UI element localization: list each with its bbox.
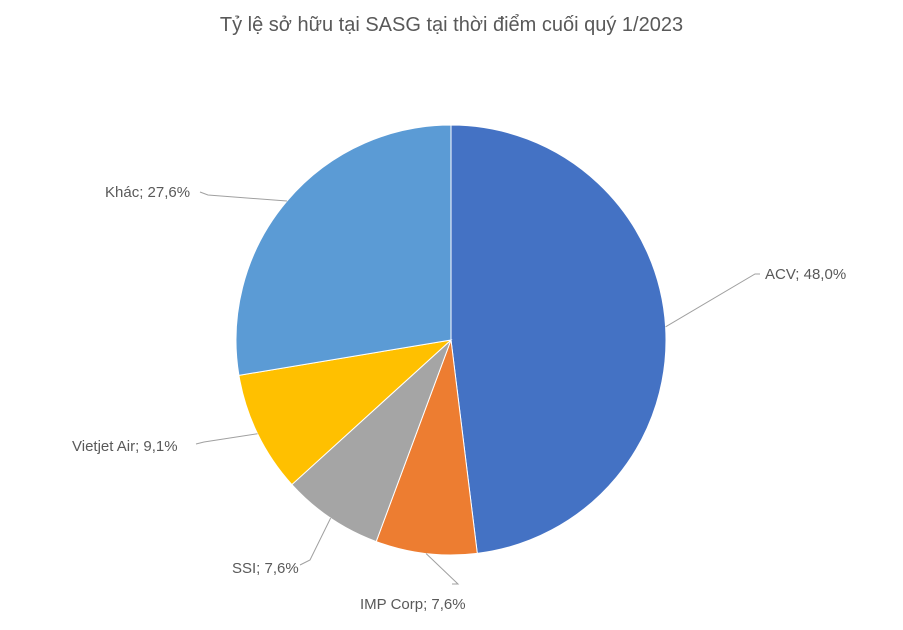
slice-label-vietjet: Vietjet Air; 9,1%	[72, 438, 178, 455]
slice-label-acv: ACV; 48,0%	[765, 266, 846, 283]
pie-slice	[451, 125, 666, 553]
pie-chart-container: Tỷ lệ sở hữu tại SASG tại thời điểm cuối…	[0, 0, 903, 630]
slice-label-impcorp: IMP Corp; 7,6%	[360, 596, 466, 613]
slice-label-khac: Khác; 27,6%	[105, 184, 190, 201]
pie-chart	[0, 0, 903, 630]
slice-label-ssi: SSI; 7,6%	[232, 560, 299, 577]
pie-slice	[236, 125, 451, 375]
